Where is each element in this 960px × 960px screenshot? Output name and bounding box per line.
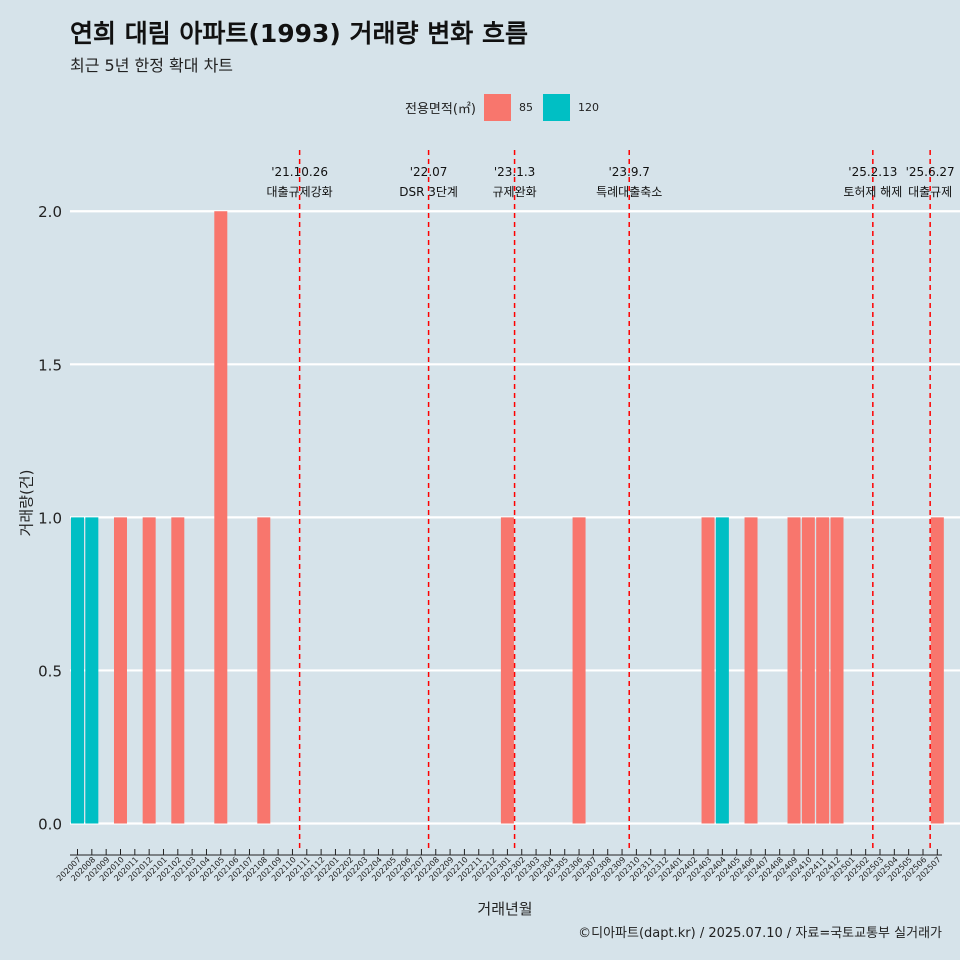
legend-swatch-120 <box>542 93 570 121</box>
event-name-label: 특례대출축소 <box>596 185 662 199</box>
bar-120 <box>85 517 99 824</box>
x-axis-title: 거래년월 <box>477 900 533 918</box>
bar-85 <box>572 517 586 824</box>
y-tick-label: 2.0 <box>38 203 62 221</box>
legend: 전용면적(㎡) 85 120 <box>405 93 609 121</box>
event-date-label: '22.07 <box>410 165 448 179</box>
event-name-label: 규제완화 <box>492 185 536 199</box>
event-date-label: '25.6.27 <box>906 165 955 179</box>
bar-85 <box>701 517 715 824</box>
bar-85 <box>787 517 801 824</box>
event-name-label: 토허제 해제 <box>843 185 902 199</box>
legend-key-85: 85 <box>483 93 533 121</box>
y-tick-label: 0.0 <box>38 816 62 834</box>
event-name-label: 대출규제강화 <box>266 185 332 199</box>
y-tick-label: 1.0 <box>38 509 62 527</box>
legend-label-120: 120 <box>577 100 599 114</box>
legend-label-85: 85 <box>518 100 533 114</box>
legend-key-120: 120 <box>542 93 599 121</box>
event-name-label: 대출규제 <box>908 185 952 199</box>
y-axis-title: 거래량(건) <box>17 469 36 537</box>
y-tick-label: 1.5 <box>38 356 62 374</box>
legend-title: 전용면적(㎡) <box>405 101 476 117</box>
bar-85 <box>830 517 844 824</box>
event-date-label: '23.9.7 <box>608 165 649 179</box>
y-tick-label: 0.5 <box>38 662 62 680</box>
source-caption: ©디아파트(dapt.kr) / 2025.07.10 / 자료=국토교통부 실… <box>578 926 942 941</box>
bar-85 <box>214 211 228 824</box>
bar-85 <box>257 517 271 824</box>
event-name-label: DSR 3단계 <box>399 185 458 199</box>
event-date-label: '21.10.26 <box>271 165 328 179</box>
bar-85 <box>500 517 514 824</box>
legend-swatch-85 <box>483 93 511 121</box>
bar-120 <box>715 517 729 824</box>
bar-85 <box>930 517 944 824</box>
event-date-label: '25.2.13 <box>848 165 897 179</box>
bar-85 <box>744 517 758 824</box>
bar-85 <box>816 517 830 824</box>
bar-85 <box>801 517 815 824</box>
bar-85 <box>113 517 127 824</box>
chart-subtitle: 최근 5년 한정 확대 차트 <box>70 56 234 75</box>
bar-85 <box>171 517 185 824</box>
event-date-label: '23.1.3 <box>494 165 535 179</box>
bar-120 <box>71 517 84 824</box>
bar-85 <box>142 517 156 824</box>
chart-title: 연희 대림 아파트(1993) 거래량 변화 흐름 <box>70 19 528 48</box>
